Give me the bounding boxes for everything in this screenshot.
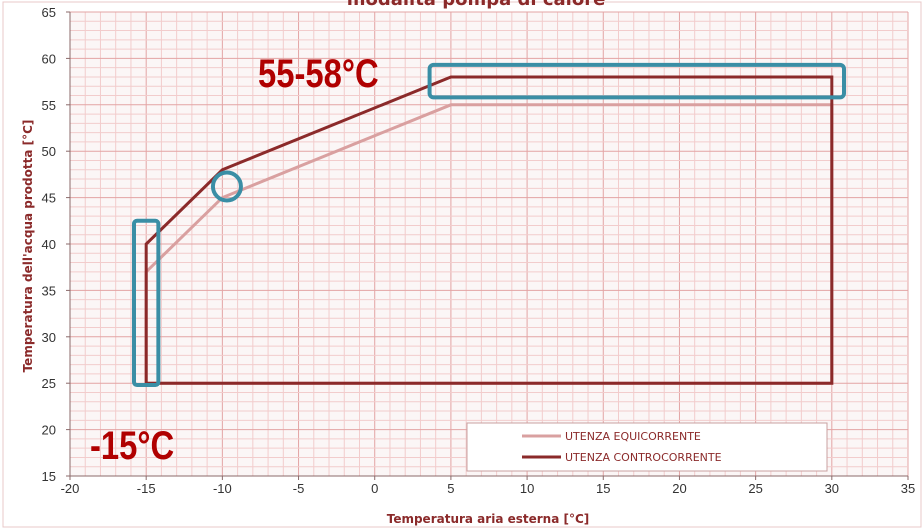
y-tick-label: 45 [42,191,56,206]
highlight-max-temperature [427,62,847,100]
legend-box [466,422,828,472]
series-line-controcorrente [144,75,834,385]
x-tick-label: 25 [748,481,762,496]
x-tick-label: 15 [596,481,610,496]
highlights [131,62,847,388]
legend-label-controcorrente: UTENZA CONTROCORRENTE [565,451,722,464]
highlight-knee-point [210,170,243,203]
x-tick-label: 30 [825,481,839,496]
series-layer [144,75,834,385]
y-tick-label: 15 [42,469,56,484]
grid [69,11,909,477]
axes: -20 -15 -10 -5 0 5 10 15 20 25 30 35 15 20 25 30 35 40 45 5… [42,5,916,496]
y-tick-label: 40 [42,237,56,252]
y-tick-label: 25 [42,376,56,391]
y-tick-label: 20 [42,423,56,438]
x-tick-label: 35 [901,481,915,496]
highlight-min-temperature [131,218,161,388]
x-tick-label: 10 [520,481,534,496]
x-tick-label: -10 [213,481,232,496]
annotation-max-temperature: 55-58°C [258,51,379,96]
y-tick-label: 30 [42,330,56,345]
x-tick-label: -20 [61,481,80,496]
x-tick-label: 0 [371,481,378,496]
x-axis-title: Temperatura aria esterna [°C] [387,512,590,526]
y-tick-label: 65 [42,5,56,20]
x-tick-label: -5 [293,481,305,496]
x-tick-label: 20 [672,481,686,496]
legend: UTENZA EQUICORRENTE UTENZA CONTROCORRENT… [466,422,828,472]
y-axis-title: Temperatura dell'acqua prodotta [°C] [21,120,35,373]
y-tick-label: 60 [42,51,56,66]
y-tick-label: 35 [42,283,56,298]
y-tick-label: 50 [42,144,56,159]
legend-label-equicorrente: UTENZA EQUICORRENTE [565,430,701,443]
y-tick-label: 55 [42,98,56,113]
annotation-min-temperature: -15°C [90,423,174,468]
x-tick-label: 5 [447,481,454,496]
chart-title: modalità pompa di calore [347,0,606,10]
x-tick-label: -15 [137,481,156,496]
